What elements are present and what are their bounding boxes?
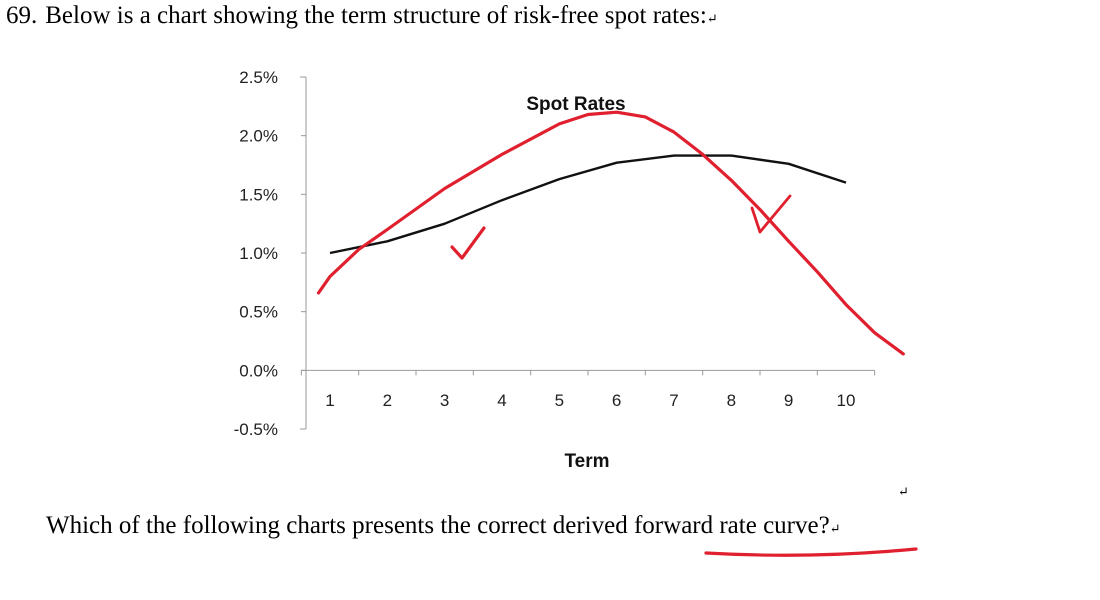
chart-title: Spot Rates: [526, 94, 625, 115]
x-axis-label: Term: [564, 451, 609, 472]
y-tick-label: 1.5%: [239, 185, 278, 204]
y-tick-label: 0.5%: [239, 303, 278, 322]
return-mark: ↵: [898, 484, 909, 499]
paragraph-mark: ↵: [706, 11, 718, 26]
red-x-scribble: [750, 194, 792, 234]
y-tick-label: 2.0%: [239, 127, 278, 146]
paragraph-mark: ↵: [829, 521, 841, 536]
x-tick-label: 6: [612, 391, 621, 410]
x-tick-label: 5: [555, 391, 564, 410]
spot-rate-series-line: [329, 154, 847, 255]
x-tick-label: 2: [383, 391, 392, 410]
forward-rate-curve-phrase: forward rate curve?: [633, 512, 830, 539]
x-tick-label: 4: [497, 391, 506, 410]
y-tick-label: 0.0%: [239, 361, 278, 380]
series-group: [329, 154, 847, 255]
red-underline: [704, 547, 918, 557]
y-axis: 2.5% 2.0% 1.5% 1.0% 0.5% 0.0% -0.5%: [234, 68, 307, 439]
y-tick-label: 1.0%: [239, 244, 278, 263]
x-axis: 1 2 3 4 5 6 7 8 9 10: [300, 369, 876, 410]
x-tick-label: 3: [440, 391, 449, 410]
x-tick-label: 7: [669, 391, 678, 410]
y-tick-label: 2.5%: [239, 68, 278, 87]
y-tick-label: -0.5%: [234, 420, 278, 439]
annotation-group: [316, 110, 918, 557]
x-tick-label: 1: [325, 391, 334, 410]
x-tick-label: 10: [837, 391, 856, 410]
followup-text: Which of the following charts presents t…: [46, 512, 634, 539]
question-number: 69.: [6, 2, 38, 29]
x-tick-label: 9: [784, 391, 793, 410]
question-69: 69. Below is a chart showing the term str…: [6, 2, 718, 30]
x-tick-label: 8: [727, 391, 736, 410]
hand-drawn-curve: [316, 110, 905, 356]
red-checkmark: [450, 226, 486, 260]
question-followup: Which of the following charts presents t…: [46, 512, 841, 540]
question-text: Below is a chart showing the term struct…: [45, 2, 707, 29]
